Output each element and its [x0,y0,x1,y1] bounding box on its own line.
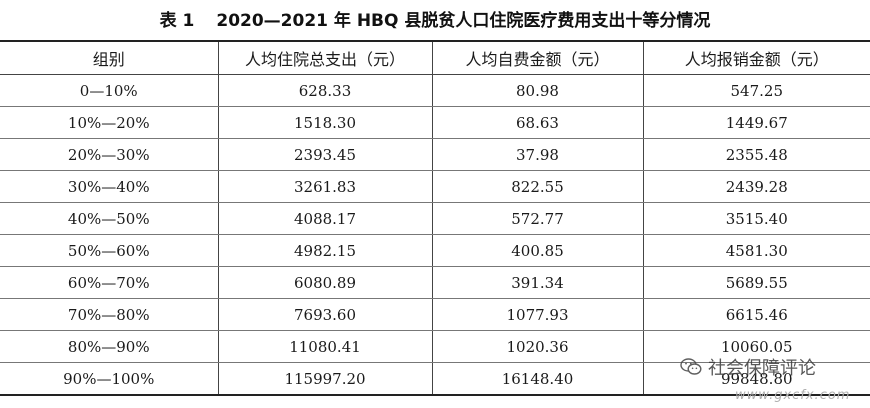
cell-reimbursement: 3515.40 [642,202,870,235]
cell-out-of-pocket: 16148.40 [431,362,643,396]
data-table: 组别 人均住院总支出（元） 人均自费金额（元） 人均报销金额（元） 0—10% … [0,40,870,396]
column-header-group: 组别 [0,40,218,75]
column-header-out-of-pocket: 人均自费金额（元） [431,40,643,75]
cell-out-of-pocket: 80.98 [431,74,643,107]
table-row: 0—10% 628.33 80.98 547.25 [0,74,870,107]
table-row: 40%—50% 4088.17 572.77 3515.40 [0,202,870,235]
cell-total-spending: 7693.60 [217,298,432,331]
cell-reimbursement: 4581.30 [642,234,870,267]
cell-out-of-pocket: 822.55 [431,170,643,203]
table-row: 80%—90% 11080.41 1020.36 10060.05 [0,330,870,363]
table-row: 60%—70% 6080.89 391.34 5689.55 [0,266,870,299]
table-title: 2020—2021 年 HBQ 县脱贫人口住院医疗费用支出十等分情况 [216,11,711,31]
cell-group: 70%—80% [0,298,218,331]
cell-reimbursement: 6615.46 [642,298,870,331]
table-row: 90%—100% 115997.20 16148.40 99848.80 [0,362,870,396]
cell-group: 40%—50% [0,202,218,235]
table-row: 10%—20% 1518.30 68.63 1449.67 [0,106,870,139]
cell-reimbursement: 547.25 [642,74,870,107]
cell-out-of-pocket: 572.77 [431,202,643,235]
cell-total-spending: 11080.41 [217,330,432,363]
cell-total-spending: 2393.45 [217,138,432,171]
table-row: 30%—40% 3261.83 822.55 2439.28 [0,170,870,203]
cell-reimbursement: 1449.67 [642,106,870,139]
cell-total-spending: 4088.17 [217,202,432,235]
cell-group: 50%—60% [0,234,218,267]
cell-out-of-pocket: 68.63 [431,106,643,139]
table-number: 表 1 [159,11,195,31]
cell-total-spending: 115997.20 [217,362,432,396]
cell-out-of-pocket: 1020.36 [431,330,643,363]
cell-reimbursement: 2355.48 [642,138,870,171]
table-row: 50%—60% 4982.15 400.85 4581.30 [0,234,870,267]
cell-out-of-pocket: 400.85 [431,234,643,267]
table-row: 70%—80% 7693.60 1077.93 6615.46 [0,298,870,331]
cell-reimbursement: 10060.05 [642,330,870,363]
cell-group: 80%—90% [0,330,218,363]
cell-out-of-pocket: 1077.93 [431,298,643,331]
cell-out-of-pocket: 391.34 [431,266,643,299]
cell-group: 90%—100% [0,362,218,396]
cell-total-spending: 1518.30 [217,106,432,139]
header-row: 组别 人均住院总支出（元） 人均自费金额（元） 人均报销金额（元） [0,40,870,75]
cell-total-spending: 4982.15 [217,234,432,267]
cell-reimbursement: 5689.55 [642,266,870,299]
cell-total-spending: 628.33 [217,74,432,107]
watermark: 社会保障评论 [680,354,816,380]
site-watermark: www.gxcfx.com [735,388,851,403]
column-header-reimbursement: 人均报销金额（元） [642,40,870,75]
cell-out-of-pocket: 37.98 [431,138,643,171]
cell-total-spending: 3261.83 [217,170,432,203]
cell-group: 30%—40% [0,170,218,203]
cell-reimbursement: 99848.80 [642,362,870,396]
cell-total-spending: 6080.89 [217,266,432,299]
column-header-total-spending: 人均住院总支出（元） [217,40,432,75]
watermark-text: 社会保障评论 [708,358,816,379]
cell-group: 60%—70% [0,266,218,299]
table-row: 20%—30% 2393.45 37.98 2355.48 [0,138,870,171]
cell-group: 10%—20% [0,106,218,139]
cell-group: 20%—30% [0,138,218,171]
table-caption: 表 1 2020—2021 年 HBQ 县脱贫人口住院医疗费用支出十等分情况 [0,6,870,36]
cell-reimbursement: 2439.28 [642,170,870,203]
table-header: 组别 人均住院总支出（元） 人均自费金额（元） 人均报销金额（元） [0,40,870,75]
wechat-icon [680,358,702,376]
cell-group: 0—10% [0,74,218,107]
table-body: 0—10% 628.33 80.98 547.25 10%—20% 1518.3… [0,74,870,396]
